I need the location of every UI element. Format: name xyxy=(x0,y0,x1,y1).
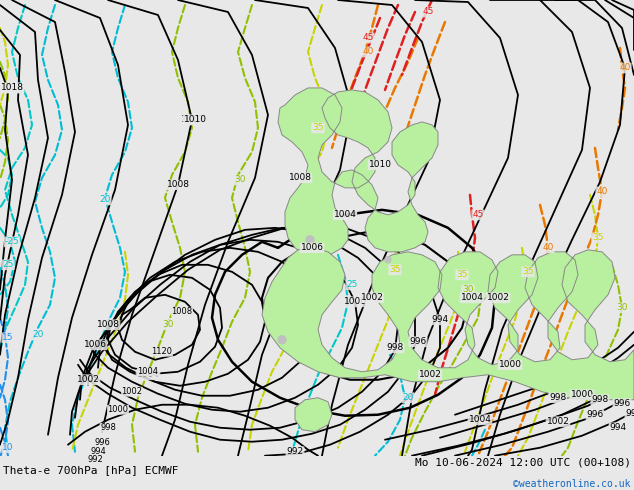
Text: 998: 998 xyxy=(550,393,567,402)
Circle shape xyxy=(385,257,391,263)
Text: 1010: 1010 xyxy=(181,116,204,124)
Text: 1010: 1010 xyxy=(368,160,392,170)
Text: 45: 45 xyxy=(362,33,373,43)
Text: ©weatheronline.co.uk: ©weatheronline.co.uk xyxy=(514,480,631,490)
Text: 40: 40 xyxy=(362,48,373,56)
Circle shape xyxy=(278,336,286,344)
Text: Mo 10-06-2024 12:00 UTC (00+108): Mo 10-06-2024 12:00 UTC (00+108) xyxy=(415,458,631,467)
Text: 45: 45 xyxy=(472,210,484,220)
Text: 994: 994 xyxy=(625,409,634,418)
Text: 35: 35 xyxy=(522,268,534,276)
Text: 1006: 1006 xyxy=(84,340,107,349)
Text: 40: 40 xyxy=(542,244,553,252)
Text: 30: 30 xyxy=(616,303,628,312)
Text: 15: 15 xyxy=(3,333,14,343)
Text: 45: 45 xyxy=(422,7,434,17)
Text: 35: 35 xyxy=(313,123,324,132)
Text: 1000: 1000 xyxy=(498,360,522,369)
Text: 1006: 1006 xyxy=(301,244,323,252)
Text: 1004: 1004 xyxy=(136,370,159,379)
Text: 1018: 1018 xyxy=(1,83,23,93)
Text: 1002: 1002 xyxy=(486,294,510,302)
Text: 1120: 1120 xyxy=(152,347,172,356)
Text: 1002: 1002 xyxy=(77,375,100,384)
Circle shape xyxy=(306,236,314,244)
Text: 994: 994 xyxy=(90,447,106,456)
Text: 30: 30 xyxy=(462,285,474,294)
Text: -25: -25 xyxy=(4,237,19,246)
Text: 35: 35 xyxy=(592,233,604,243)
Text: 20: 20 xyxy=(403,393,414,402)
Text: 35: 35 xyxy=(389,265,401,274)
Text: 998: 998 xyxy=(100,423,116,432)
Polygon shape xyxy=(278,88,438,258)
Text: 20: 20 xyxy=(100,196,111,204)
Text: 40: 40 xyxy=(619,64,631,73)
Text: 20: 20 xyxy=(32,330,44,339)
Text: 996: 996 xyxy=(94,438,110,447)
Text: 1000: 1000 xyxy=(571,390,593,399)
Text: 1000: 1000 xyxy=(108,405,129,414)
Text: 994: 994 xyxy=(609,423,626,432)
Text: 998: 998 xyxy=(386,343,404,352)
Text: 1008: 1008 xyxy=(96,320,119,329)
Text: 1002: 1002 xyxy=(418,370,441,379)
Circle shape xyxy=(395,267,401,273)
Text: 1010: 1010 xyxy=(183,116,207,124)
Text: 40: 40 xyxy=(597,187,607,196)
Text: 30: 30 xyxy=(162,320,174,329)
Text: 1004: 1004 xyxy=(469,415,491,424)
Text: 992: 992 xyxy=(87,455,103,464)
Text: 994: 994 xyxy=(432,315,449,324)
Text: 996: 996 xyxy=(410,337,427,346)
Text: 35: 35 xyxy=(456,270,468,279)
Text: 25: 25 xyxy=(3,260,14,270)
Text: 1008: 1008 xyxy=(171,307,193,316)
Polygon shape xyxy=(262,248,634,400)
Text: 1008: 1008 xyxy=(167,180,190,189)
Text: 1004: 1004 xyxy=(333,210,356,220)
Text: 1002: 1002 xyxy=(547,417,569,426)
Text: 30: 30 xyxy=(234,175,246,184)
Text: 996: 996 xyxy=(586,410,604,419)
Text: 10: 10 xyxy=(3,443,14,452)
Text: 1004: 1004 xyxy=(460,294,484,302)
Text: 1008: 1008 xyxy=(288,173,311,182)
Text: 25: 25 xyxy=(346,280,358,289)
Text: 1018: 1018 xyxy=(1,83,23,93)
Text: 996: 996 xyxy=(613,399,631,408)
Text: Theta-e 700hPa [hPa] ECMWF: Theta-e 700hPa [hPa] ECMWF xyxy=(3,465,179,475)
Polygon shape xyxy=(295,398,332,432)
Text: 1002: 1002 xyxy=(361,294,384,302)
Text: 1004: 1004 xyxy=(138,368,158,376)
Text: 1002: 1002 xyxy=(122,387,143,396)
Text: 1000: 1000 xyxy=(344,297,366,306)
Text: 992: 992 xyxy=(287,447,304,456)
Text: 998: 998 xyxy=(592,395,609,404)
